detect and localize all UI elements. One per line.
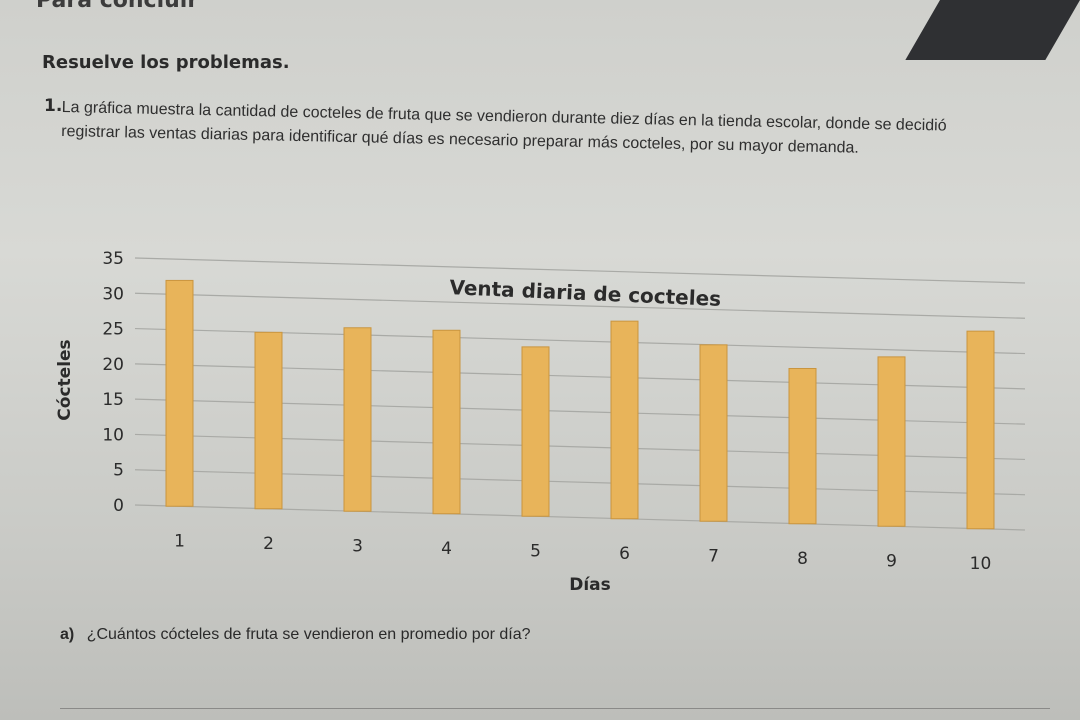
bar-day-6 <box>610 320 639 520</box>
grid-line <box>134 398 1026 425</box>
problem-number: 1. <box>44 96 63 116</box>
x-tick-label: 10 <box>970 554 992 574</box>
y-tick-label: 30 <box>102 284 124 304</box>
x-tick-label: 4 <box>441 539 452 559</box>
grid-line <box>134 257 1026 284</box>
bar-day-3 <box>343 327 372 512</box>
y-axis-label: Cócteles <box>55 339 75 420</box>
y-tick-label: 25 <box>102 320 124 340</box>
section-tag: Para concluir <box>36 0 199 13</box>
heading: Resuelve los problemas. <box>42 52 290 73</box>
x-tick-label: 5 <box>530 541 541 561</box>
bar-day-10 <box>966 330 995 530</box>
bars <box>165 279 995 530</box>
y-tick-labels: 0 5 10 15 20 25 30 35 <box>102 249 124 516</box>
y-tick-label: 20 <box>102 355 124 375</box>
grid-line <box>134 363 1026 390</box>
grid-line <box>134 327 1026 355</box>
x-tick-labels: 1 2 3 4 5 6 7 8 9 10 <box>174 531 991 574</box>
y-tick-label: 15 <box>102 390 124 410</box>
x-tick-label: 7 <box>708 546 719 566</box>
grid-lines <box>134 257 1026 531</box>
answer-line[interactable] <box>60 708 1050 709</box>
x-tick-label: 8 <box>797 549 808 569</box>
question-letter: a) <box>60 626 75 643</box>
y-tick-label: 5 <box>113 461 124 481</box>
y-tick-label: 35 <box>102 249 124 269</box>
x-tick-label: 3 <box>352 536 363 556</box>
grid-line <box>134 292 1026 319</box>
y-tick-label: 10 <box>102 425 124 445</box>
bar-day-8 <box>788 367 817 525</box>
x-axis-label: Días <box>569 575 611 595</box>
grid-line <box>134 469 1026 496</box>
x-tick-label: 1 <box>174 531 185 551</box>
question-a: a) ¿Cuántos cócteles de fruta se vendier… <box>60 626 531 644</box>
bar-day-7 <box>699 344 728 522</box>
x-tick-label: 6 <box>619 544 630 564</box>
bar-day-2 <box>254 331 283 510</box>
bar-day-5 <box>521 346 550 517</box>
grid-line <box>134 504 1026 531</box>
x-tick-label: 9 <box>886 551 897 571</box>
bar-day-1 <box>165 279 194 507</box>
x-tick-label: 2 <box>263 534 274 554</box>
question-text: ¿Cuántos cócteles de fruta se vendieron … <box>86 626 531 643</box>
grid-line <box>134 433 1026 461</box>
y-tick-label: 0 <box>113 496 124 516</box>
bar-day-9 <box>877 356 906 527</box>
bar-day-4 <box>432 329 461 515</box>
